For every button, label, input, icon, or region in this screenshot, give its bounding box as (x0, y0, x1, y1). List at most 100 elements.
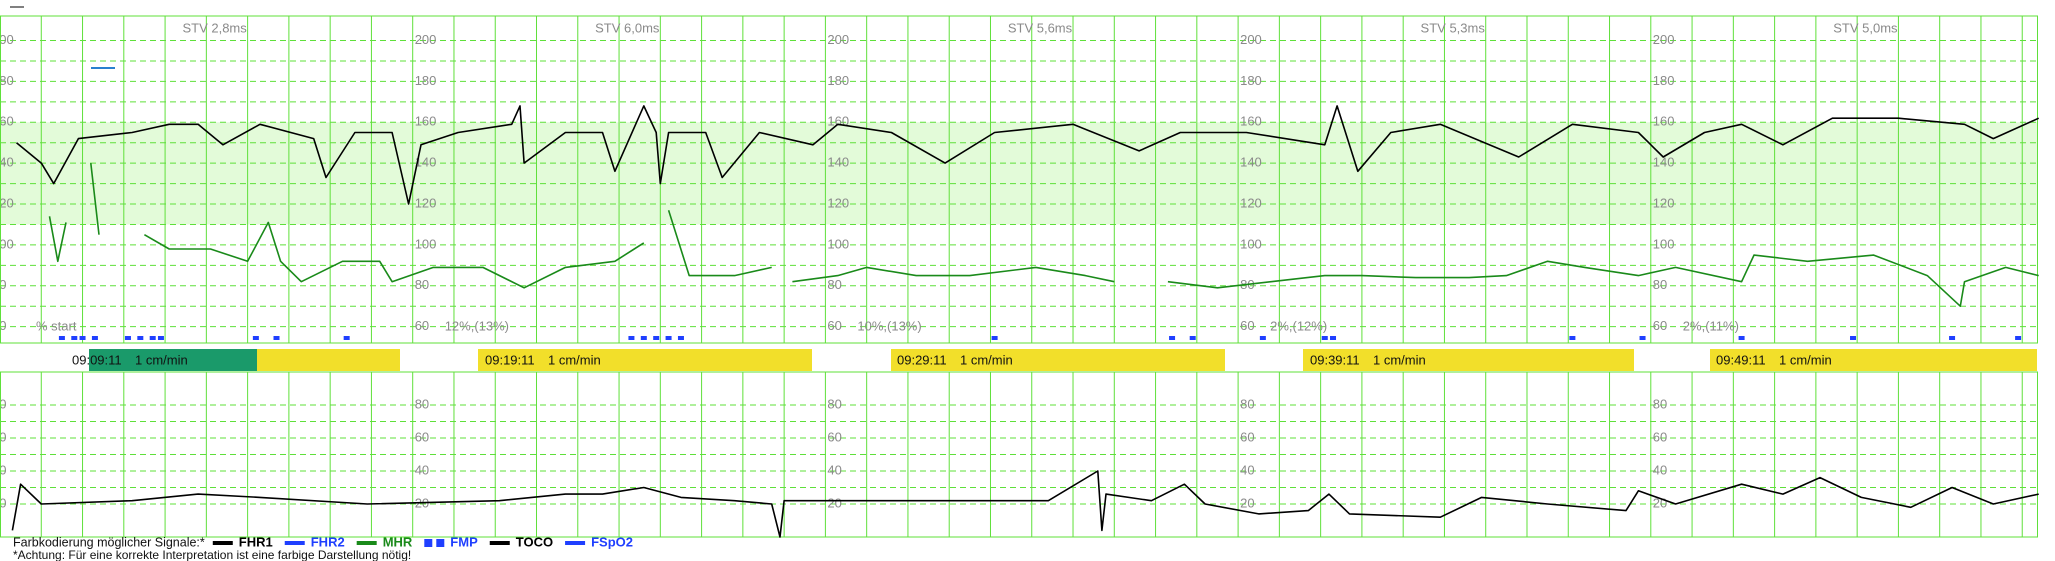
speed-label: 1 cm/min (548, 352, 601, 367)
y-tick-label: 120 (415, 195, 437, 210)
time-label: 09:19:11 (485, 352, 535, 367)
fmp-mark (2015, 336, 2022, 340)
time-label: 09:49:11 (1716, 352, 1766, 367)
fmp-mark (1949, 336, 1956, 340)
fmp-mark (58, 336, 65, 340)
fmp-mark (640, 336, 647, 340)
y-tick-label: 200 (827, 32, 849, 47)
note: *Achtung: Für eine korrekte Interpretati… (13, 548, 411, 561)
legend-item: FHR2 (311, 534, 345, 549)
y-tick-label: 200 (1653, 32, 1675, 47)
percent-label: 2%,(11%) (1683, 318, 1739, 333)
fmp-mark (1330, 336, 1337, 340)
legend-item: FHR1 (239, 534, 273, 549)
y-tick-label: 40 (1653, 462, 1667, 477)
stv-label: STV 5,0ms (1833, 20, 1898, 35)
y-tick-label: 80 (1653, 277, 1667, 292)
chart-layer: 60 60 60 60 60 80 80 80 80 80 100 100 100 100 100 120 12… (0, 15, 2040, 561)
speed-label: 1 cm/min (960, 352, 1013, 367)
legend-item: MHR (383, 534, 413, 549)
fmp-mark (71, 336, 78, 340)
legend-title: Farbkodierung möglicher Signale:* (13, 535, 205, 549)
panel-border (0, 371, 2038, 538)
normal-band (0, 122, 2037, 225)
panel-border (0, 15, 2038, 344)
y-tick-label: 40 (1240, 462, 1254, 477)
y-tick-label: 180 (827, 73, 849, 88)
trace (15, 105, 2040, 205)
y-tick-label: 80 (0, 396, 6, 411)
y-tick-label: 180 (1653, 73, 1675, 88)
y-tick-label: 120 (827, 195, 849, 210)
y-tick-label: 140 (1653, 155, 1675, 170)
percent-label: 10%,(13%) (857, 318, 921, 333)
legend-item: TOCO (516, 534, 553, 549)
y-tick-label: 40 (827, 462, 841, 477)
y-tick-label: 140 (415, 155, 437, 170)
y-tick-label: 100 (415, 236, 437, 251)
percent-label: % start (36, 318, 77, 333)
y-tick-label: 160 (1653, 114, 1675, 129)
time-block (1710, 349, 2037, 371)
fmp-mark (252, 336, 259, 340)
trace (48, 163, 2039, 307)
fmp-mark (1189, 336, 1196, 340)
fmp-mark (137, 336, 144, 340)
y-tick-label: 80 (415, 277, 429, 292)
y-tick-label: 200 (415, 32, 437, 47)
legend-swatch (424, 539, 433, 547)
y-tick-label: 180 (1240, 73, 1262, 88)
fmp-mark (157, 336, 164, 340)
fmp-mark (124, 336, 131, 340)
y-tick-label: 120 (1653, 195, 1675, 210)
y-tick-label: 100 (1240, 236, 1262, 251)
legend-item: FMP (450, 534, 478, 549)
y-tick-label: 120 (1240, 195, 1262, 210)
fmp-mark (653, 336, 660, 340)
y-tick-label: 180 (0, 73, 14, 88)
y-tick-label: 80 (1240, 396, 1254, 411)
y-tick-label: 80 (415, 396, 429, 411)
y-tick-label: 100 (1653, 236, 1675, 251)
y-tick-label: 60 (827, 318, 841, 333)
time-block (478, 349, 812, 371)
speed-label: 1 cm/min (135, 352, 188, 367)
y-tick-label: 140 (0, 155, 14, 170)
percent-label: 12%,(13%) (445, 318, 509, 333)
fmp-mark (1259, 336, 1266, 340)
fmp-mark (1850, 336, 1857, 340)
y-tick-label: 80 (0, 277, 6, 292)
time-label: 09:09:11 (72, 352, 122, 367)
y-tick-label: 60 (1240, 318, 1254, 333)
y-tick-label: 160 (1240, 114, 1262, 129)
speed-label: 1 cm/min (1373, 352, 1426, 367)
y-tick-label: 60 (1653, 318, 1667, 333)
y-tick-label: 40 (415, 462, 429, 477)
fmp-mark (149, 336, 156, 340)
percent-label: 2%,(12%) (1270, 318, 1327, 333)
stv-label: STV 5,3ms (1421, 20, 1486, 35)
time-block (89, 349, 257, 371)
speed-label: 1 cm/min (1779, 352, 1832, 367)
y-tick-label: 60 (415, 318, 429, 333)
y-tick-label: 100 (827, 236, 849, 251)
y-tick-label: 60 (415, 429, 429, 444)
y-tick-label: 60 (1653, 429, 1667, 444)
fmp-mark (79, 336, 86, 340)
time-label: 09:29:11 (897, 352, 947, 367)
fmp-mark (273, 336, 280, 340)
fmp-mark (991, 336, 998, 340)
fmp-mark (1639, 336, 1646, 340)
fmp-mark (677, 336, 684, 340)
fmp-mark (343, 336, 350, 340)
fmp-mark (1321, 336, 1328, 340)
fmp-mark (628, 336, 635, 340)
fmp-mark (1169, 336, 1176, 340)
y-tick-label: 100 (0, 236, 14, 251)
y-tick-label: 160 (415, 114, 437, 129)
y-tick-label: 140 (827, 155, 849, 170)
y-tick-label: 160 (0, 114, 14, 129)
y-tick-label: 180 (415, 73, 437, 88)
